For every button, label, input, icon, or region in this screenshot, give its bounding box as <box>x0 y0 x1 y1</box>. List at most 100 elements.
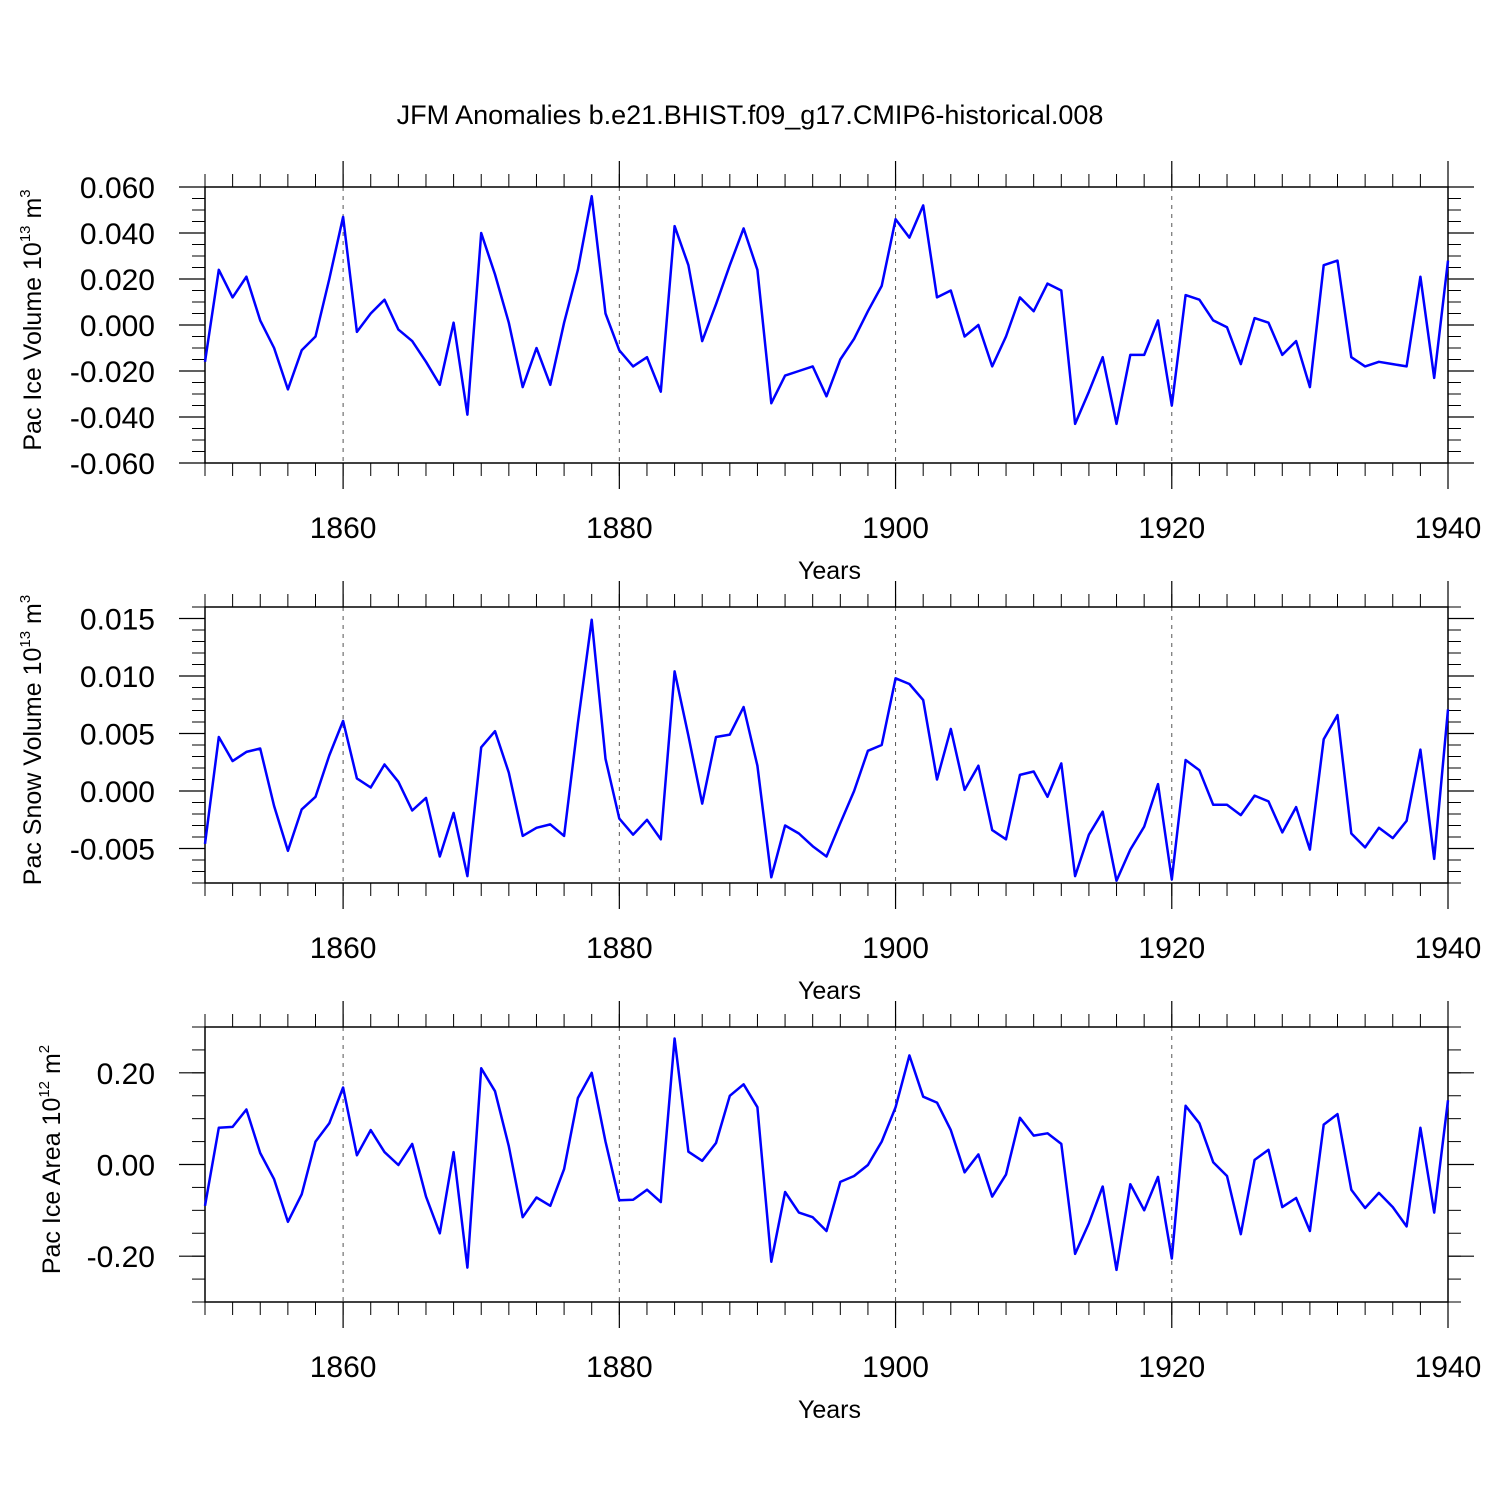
data-point-1925 <box>1240 814 1242 816</box>
data-point-1861 <box>356 331 358 333</box>
data-point-1901 <box>908 683 910 685</box>
data-point-1875 <box>549 384 551 386</box>
data-point-1928 <box>1281 831 1283 833</box>
data-point-1871 <box>494 273 496 275</box>
y-tick-label-0-040: 0.040 <box>80 218 155 251</box>
data-point-1890 <box>756 1106 758 1108</box>
data-point-1872 <box>508 322 510 324</box>
data-point-1897 <box>853 338 855 340</box>
data-point-1850 <box>204 361 206 363</box>
data-point-1893 <box>798 1211 800 1213</box>
data-point-1919 <box>1157 783 1159 785</box>
data-point-1888 <box>729 264 731 266</box>
panel-snow-volume: -0.005 0.000 0.005 0.010 0.015 1860 1880 1900 19… <box>17 581 1481 1005</box>
data-point-1904 <box>950 728 952 730</box>
data-point-1853 <box>245 1108 247 1110</box>
data-point-1909 <box>1019 296 1021 298</box>
y-tick-label-0-020: 0.020 <box>80 264 155 297</box>
data-point-1873 <box>521 386 523 388</box>
data-point-1851 <box>218 269 220 271</box>
data-point-1881 <box>632 1199 634 1201</box>
data-point-1890 <box>756 269 758 271</box>
data-point-1863 <box>383 763 385 765</box>
data-point-1907 <box>991 365 993 367</box>
y-axis-title-exponent: 13 <box>17 225 34 242</box>
data-point-1863 <box>383 299 385 301</box>
data-point-1908 <box>1005 838 1007 840</box>
data-point-1867 <box>439 855 441 857</box>
data-point-1885 <box>687 735 689 737</box>
data-point-1878 <box>591 1072 593 1074</box>
data-point-1912 <box>1060 1143 1062 1145</box>
data-point-1871 <box>494 1090 496 1092</box>
x-tick-label-1920: 1920 <box>1138 1351 1205 1384</box>
data-point-1929 <box>1295 806 1297 808</box>
data-point-1910 <box>1032 770 1034 772</box>
data-point-1870 <box>480 232 482 234</box>
data-point-1879 <box>604 1140 606 1142</box>
data-point-1855 <box>273 347 275 349</box>
data-point-1928 <box>1281 354 1283 356</box>
data-point-1937 <box>1405 820 1407 822</box>
data-point-1937 <box>1405 365 1407 367</box>
data-point-1893 <box>798 832 800 834</box>
data-point-1855 <box>273 805 275 807</box>
data-point-1916 <box>1115 1269 1117 1271</box>
data-point-1918 <box>1143 1209 1145 1211</box>
data-point-1873 <box>521 835 523 837</box>
x-tick-label-1920: 1920 <box>1138 932 1205 965</box>
data-point-1880 <box>618 349 620 351</box>
data-point-1905 <box>963 789 965 791</box>
x-tick-label-1940: 1940 <box>1415 512 1482 545</box>
data-point-1891 <box>770 402 772 404</box>
data-point-1877 <box>577 1097 579 1099</box>
data-point-1935 <box>1378 1192 1380 1194</box>
data-point-1881 <box>632 365 634 367</box>
data-point-1911 <box>1046 282 1048 284</box>
data-point-1897 <box>853 790 855 792</box>
data-point-1851 <box>218 1127 220 1129</box>
figure-title: JFM Anomalies b.e21.BHIST.f09_g17.CMIP6-… <box>397 100 1104 130</box>
data-point-1880 <box>618 1199 620 1201</box>
data-point-1865 <box>411 1143 413 1145</box>
data-point-1887 <box>715 303 717 305</box>
data-point-1865 <box>411 340 413 342</box>
data-point-1909 <box>1019 1117 1021 1119</box>
data-point-1936 <box>1392 837 1394 839</box>
data-point-1859 <box>328 278 330 280</box>
data-point-1877 <box>577 722 579 724</box>
data-point-1857 <box>300 1193 302 1195</box>
data-point-1929 <box>1295 1197 1297 1199</box>
y-axis-title-text: Pac Ice Volume 10 <box>19 242 47 450</box>
data-point-1921 <box>1184 759 1186 761</box>
data-point-1854 <box>259 1152 261 1154</box>
data-point-1870 <box>480 1067 482 1069</box>
data-point-1864 <box>397 328 399 330</box>
data-point-1860 <box>342 1086 344 1088</box>
y-axis-title-exponent: 3 <box>17 595 34 603</box>
data-point-1865 <box>411 809 413 811</box>
data-point-1921 <box>1184 1105 1186 1107</box>
data-point-1932 <box>1336 714 1338 716</box>
data-point-1938 <box>1419 748 1421 750</box>
y-tick-label-0-060: 0.060 <box>80 172 155 205</box>
data-point-1924 <box>1226 804 1228 806</box>
data-point-1895 <box>825 855 827 857</box>
data-point-1876 <box>563 322 565 324</box>
data-point-1905 <box>963 1171 965 1173</box>
y-axis-title-text: m <box>38 1053 66 1081</box>
y-axis-title-exponent: 13 <box>17 631 34 648</box>
data-point-1911 <box>1046 1132 1048 1134</box>
data-point-1922 <box>1198 299 1200 301</box>
data-point-1926 <box>1253 1159 1255 1161</box>
data-point-1907 <box>991 1195 993 1197</box>
data-point-1940 <box>1447 708 1449 710</box>
data-point-1882 <box>646 1189 648 1191</box>
data-point-1874 <box>535 1196 537 1198</box>
data-point-1940 <box>1447 259 1449 261</box>
y-tick-label-0-060: -0.060 <box>70 448 155 481</box>
data-point-1861 <box>356 777 358 779</box>
series-line-pac-ice-area <box>203 1037 1450 1272</box>
data-point-1935 <box>1378 827 1380 829</box>
data-point-1899 <box>881 1140 883 1142</box>
